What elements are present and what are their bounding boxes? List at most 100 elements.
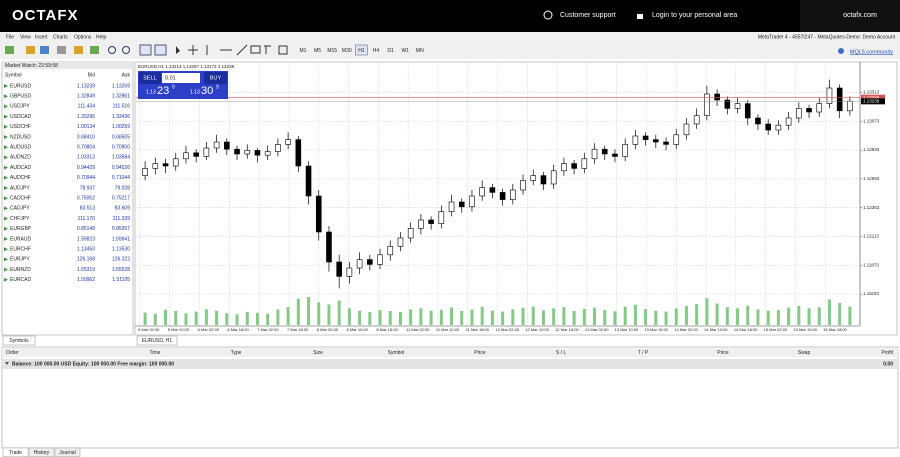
timeframe-button[interactable]: H1 [358,48,365,54]
timeframe-button[interactable]: H4 [373,48,380,54]
menu-item[interactable]: File [6,34,14,40]
symbol-name[interactable]: EURUSD [10,83,32,89]
tool-icon[interactable] [139,44,152,56]
y-tick-label: 1.13313 [863,90,880,95]
symbol-name[interactable]: CADCHF [10,196,31,202]
symbols-tab-label[interactable]: Symbols [9,338,29,344]
shape-tool[interactable] [278,45,288,55]
volume-bar [572,311,576,325]
login-link[interactable]: Login to your personal area [652,12,737,19]
symbol-name[interactable]: EURCHF [10,247,31,253]
lot-value[interactable]: 0.01 [165,75,176,81]
trend-tool[interactable] [236,44,248,56]
sell-button[interactable] [139,72,161,84]
buy-label[interactable]: BUY [210,75,222,81]
symbol-name[interactable]: AUDNZD [10,155,31,161]
terminal-column: Price [717,350,729,356]
terminal-tab-label[interactable]: History [34,450,50,456]
symbol-name[interactable]: AUDUSD [10,145,32,151]
timeframe-button[interactable]: W1 [401,48,409,54]
timeframe-button[interactable]: M15 [327,48,337,54]
symbol-name[interactable]: NZDUSD [10,134,31,140]
site-link[interactable]: octafx.com [843,12,877,19]
buy-price-prefix[interactable]: 1.13 [190,89,200,95]
volume-bar [756,309,760,325]
x-tick-label: 8 Mar 10:00 [347,327,369,332]
volume-bar [460,311,464,325]
symbol-name[interactable]: GBPUSD [10,94,32,100]
bid-price: 126.168 [77,257,95,263]
menu-item[interactable]: Help [96,34,107,40]
tool-icon[interactable] [154,44,167,56]
timeframe-button[interactable]: M5 [314,48,321,54]
sell-price-prefix[interactable]: 1.13 [146,89,156,95]
buy-button[interactable] [204,72,227,84]
ask-price: 0.68505 [112,134,130,140]
symbol-name[interactable]: USDCHF [10,124,31,130]
symbol-name[interactable]: EURNZD [10,267,31,273]
logo[interactable]: OCTAFX [12,7,79,24]
symbol-name[interactable]: AUDCAD [10,165,32,171]
symbol-name[interactable]: CHFJPY [10,216,30,222]
sell-label[interactable]: SELL [143,75,156,81]
menu-item[interactable]: Options [74,34,92,40]
tool-icon[interactable] [90,46,99,54]
candle-body [704,93,710,116]
symbol-name[interactable]: EURAUD [10,236,32,242]
menu-item[interactable]: Charts [53,34,68,40]
cursor-tool[interactable] [176,46,180,54]
volume-bar [358,310,362,325]
x-tick-label: 13 Mar 02:00 [585,327,609,332]
x-tick-label: 15 Mar 18:00 [823,327,847,332]
tool-icon[interactable] [57,46,66,54]
symbols-tab[interactable] [2,335,36,346]
crosshair-tool[interactable] [188,45,198,55]
tool-icon[interactable] [5,46,14,54]
sell-price-pips[interactable]: 23 [157,85,169,97]
ask-price: 126.322 [112,257,130,263]
x-tick-label: 12 Mar 02:00 [496,327,520,332]
balance-toggle[interactable] [5,362,9,365]
chart-tab-label[interactable]: EURUSD, H1 [142,338,173,344]
buy-price-point[interactable]: 9 [216,84,219,90]
symbol-name[interactable]: EURCAD [10,277,32,283]
lot-field[interactable] [162,73,200,83]
terminal-tab-label[interactable]: Journal [59,450,75,456]
terminal-tab-label[interactable]: Trade [9,450,22,456]
chart-layer: 1.11633 1.11873 1.12113 1.12353 1.12593 1.128… [136,63,885,332]
symbol-name[interactable]: AUDCHF [10,175,31,181]
support-link[interactable]: Customer support [560,12,616,19]
volume-bar [654,310,658,325]
candle-body [622,144,628,157]
buy-price-pips[interactable]: 30 [201,85,213,97]
text-tool[interactable] [250,45,261,54]
menu-item[interactable]: View [20,34,31,40]
menu-item[interactable]: Insert [35,34,48,40]
symbol-name[interactable]: USDJPY [10,104,30,110]
zoom-out[interactable] [122,46,130,54]
timeframe-button[interactable]: D1 [387,48,394,54]
site-box [800,0,900,32]
tool-icon[interactable] [74,46,83,54]
zoom-in[interactable] [108,46,116,54]
timeframe-button[interactable]: M1 [300,48,307,54]
timeframe-button[interactable]: M30 [342,48,352,54]
timeframe-button[interactable]: MN [416,48,424,54]
ask-price: 0.94526 [112,165,130,171]
symbol-name[interactable]: CADJPY [10,206,30,212]
sell-price-point[interactable]: 9 [172,84,175,90]
chart-tab[interactable] [136,335,178,346]
label-tool[interactable] [264,45,271,54]
volume-bar [562,307,566,325]
symbol-icon [4,84,8,88]
community-link[interactable]: MQL5.community [850,49,893,55]
tool-icon[interactable] [40,46,49,54]
symbol-name[interactable]: AUDJPY [10,185,30,191]
ask-price: 111.339 [113,216,131,222]
symbol-icon [4,267,8,272]
symbol-name[interactable]: EURJPY [10,257,30,263]
timeframe-active[interactable] [355,44,368,56]
symbol-name[interactable]: EURGBP [10,226,32,232]
symbol-name[interactable]: USDCAD [10,114,32,120]
tool-icon[interactable] [26,46,35,54]
